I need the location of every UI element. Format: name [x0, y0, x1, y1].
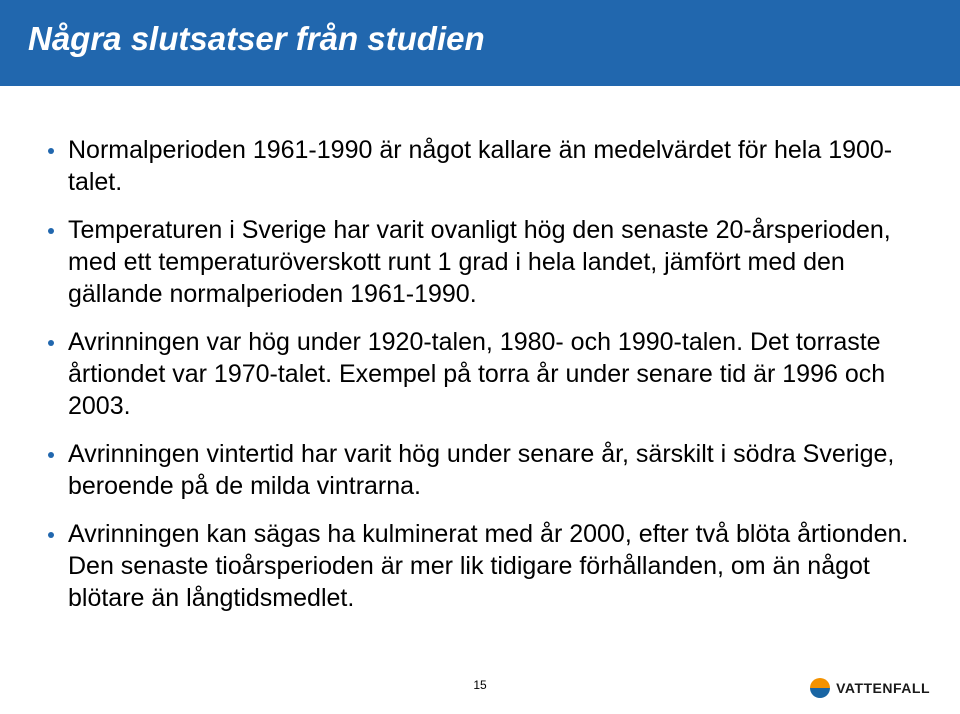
- bullet-item: Avrinningen kan sägas ha kulminerat med …: [48, 518, 912, 614]
- bullet-item: Temperaturen i Sverige har varit ovanlig…: [48, 214, 912, 310]
- slide-body: Normalperioden 1961-1990 är något kallar…: [0, 86, 960, 614]
- vattenfall-logo: VATTENFALL: [808, 676, 930, 700]
- bullet-dot-icon: [48, 148, 54, 154]
- bullet-dot-icon: [48, 228, 54, 234]
- title-bar: Några slutsatser från studien: [0, 0, 960, 86]
- bullet-item: Avrinningen var hög under 1920-talen, 19…: [48, 326, 912, 422]
- slide-title: Några slutsatser från studien: [28, 20, 932, 58]
- bullet-item: Avrinningen vintertid har varit hög unde…: [48, 438, 912, 502]
- bullet-dot-icon: [48, 532, 54, 538]
- bullet-text: Avrinningen vintertid har varit hög unde…: [68, 438, 912, 502]
- bullet-text: Normalperioden 1961-1990 är något kallar…: [68, 134, 912, 198]
- logo-text: VATTENFALL: [836, 680, 930, 696]
- bullet-dot-icon: [48, 340, 54, 346]
- bullet-text: Avrinningen kan sägas ha kulminerat med …: [68, 518, 912, 614]
- logo-mark-icon: [808, 676, 832, 700]
- bullet-item: Normalperioden 1961-1990 är något kallar…: [48, 134, 912, 198]
- bullet-text: Avrinningen var hög under 1920-talen, 19…: [68, 326, 912, 422]
- bullet-text: Temperaturen i Sverige har varit ovanlig…: [68, 214, 912, 310]
- slide: Några slutsatser från studien Normalperi…: [0, 0, 960, 714]
- bullet-dot-icon: [48, 452, 54, 458]
